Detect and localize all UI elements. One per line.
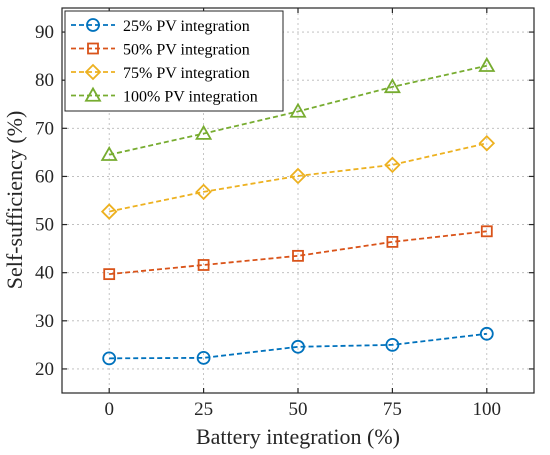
series-4: [100, 56, 496, 161]
legend-label: 75% PV integration: [123, 65, 250, 82]
legend-item: 75% PV integration: [71, 63, 250, 82]
y-tick-label: 40: [35, 263, 54, 284]
y-tick-label: 50: [35, 215, 54, 236]
data-point: [102, 351, 117, 366]
data-point: [196, 350, 211, 365]
legend: 25% PV integration 50% PV integration 75% …: [64, 10, 284, 112]
data-point: [197, 259, 210, 271]
data-point: [480, 225, 493, 238]
data-point: [479, 326, 494, 341]
series-line: [109, 142, 488, 213]
data-point: [103, 268, 116, 281]
x-tick-label: 0: [104, 399, 114, 420]
data-point: [195, 124, 213, 140]
x-tick-label: 100: [473, 399, 502, 420]
legend-item: 25% PV integration: [71, 18, 250, 35]
legend-marker: [84, 86, 102, 102]
data-point: [100, 145, 118, 161]
data-point: [478, 134, 496, 152]
y-tick-label: 70: [35, 118, 54, 139]
y-tick-label: 90: [35, 22, 54, 43]
legend-item: 100% PV integration: [71, 86, 258, 106]
legend-label: 100% PV integration: [123, 89, 258, 106]
legend-marker: [86, 18, 100, 32]
series-line: [109, 332, 487, 360]
y-axis-label: Self-sufficiency (%): [2, 111, 27, 290]
x-tick-label: 50: [289, 399, 308, 420]
series-3: [100, 134, 496, 220]
legend-label: 50% PV integration: [123, 42, 250, 59]
data-point: [291, 339, 305, 354]
data-point: [384, 156, 401, 174]
series-1: [102, 326, 494, 366]
data-point: [478, 56, 496, 72]
data-point: [289, 167, 307, 185]
x-tick-label: 25: [194, 399, 213, 420]
legend-label: 25% PV integration: [123, 18, 250, 35]
data-point: [385, 337, 400, 352]
data-point: [195, 183, 212, 201]
data-point: [289, 102, 307, 118]
series-line: [109, 230, 487, 276]
legend-marker: [87, 42, 99, 55]
legend-marker: [84, 63, 102, 81]
data-point: [383, 78, 401, 94]
y-tick-label: 20: [35, 359, 54, 380]
series-layer: [100, 56, 496, 366]
y-tick-label: 80: [35, 70, 54, 91]
legend-item: 50% PV integration: [71, 42, 250, 59]
data-point: [100, 203, 118, 220]
data-point: [386, 235, 399, 248]
data-point: [292, 249, 304, 262]
series-2: [103, 225, 493, 281]
x-axis-label: Battery integration (%): [196, 424, 400, 449]
y-tick-label: 30: [35, 311, 54, 332]
legend-box: [64, 10, 284, 112]
y-tick-label: 60: [35, 166, 54, 187]
series-line: [109, 64, 487, 156]
x-tick-label: 75: [383, 399, 402, 420]
